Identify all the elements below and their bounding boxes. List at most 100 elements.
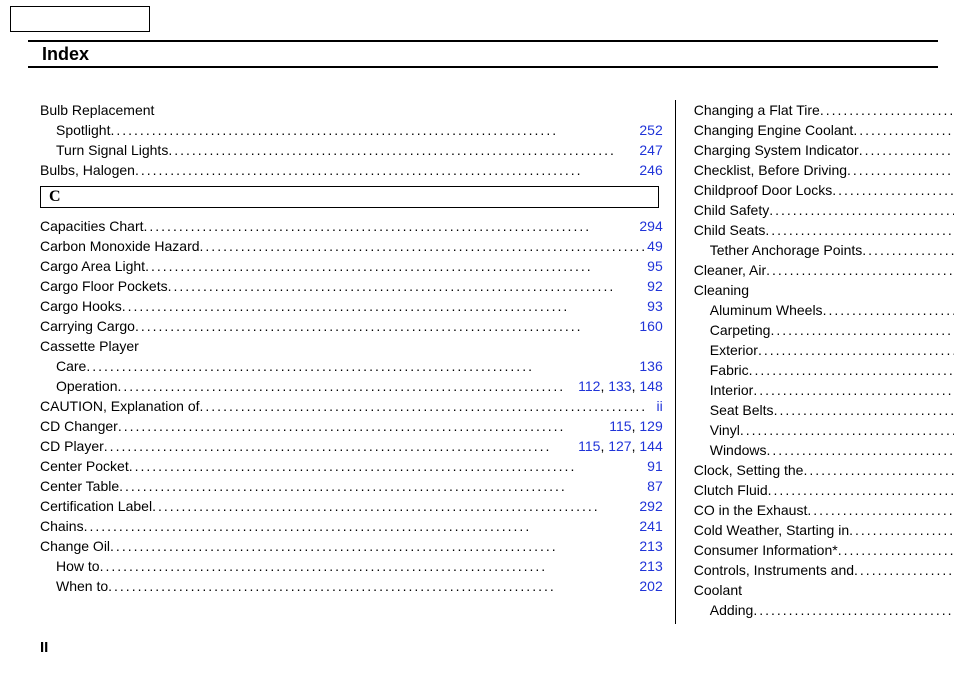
index-entry: Cargo Floor Pockets 92 <box>40 276 663 296</box>
index-entry: Cargo Area Light 95 <box>40 256 663 276</box>
index-entry-label: Center Pocket <box>40 456 129 476</box>
index-entry: CO in the Exhaust300 <box>694 500 954 520</box>
index-entry: Certification Label 292 <box>40 496 663 516</box>
leader-dots <box>807 500 954 520</box>
page-link[interactable]: 133 <box>608 378 631 394</box>
page-link[interactable]: 115 <box>609 418 631 434</box>
page-link[interactable]: 87 <box>647 478 663 494</box>
page-link[interactable]: 294 <box>639 218 662 234</box>
title-bar: Index <box>28 40 938 68</box>
index-subentry: Adding215 <box>694 600 954 620</box>
leader-dots <box>765 220 954 240</box>
leader-dots <box>118 416 609 436</box>
index-entry: Charging System Indicator54, 282 <box>694 140 954 160</box>
page-link[interactable]: ii <box>657 398 663 414</box>
index-entry-label: Adding <box>710 600 754 620</box>
index-entry-label: Seat Belts <box>710 400 774 420</box>
page-link[interactable]: 95 <box>647 258 663 274</box>
index-entry-label: Consumer Information* <box>694 540 838 560</box>
index-entry-label: Carrying Cargo <box>40 316 135 336</box>
leader-dots <box>740 420 954 440</box>
leader-dots <box>753 600 954 620</box>
index-entry-pages: 294 <box>639 216 662 236</box>
index-entry-label: Center Table <box>40 476 119 496</box>
page-link[interactable]: 213 <box>639 558 662 574</box>
index-entry-label: When to <box>56 576 108 596</box>
page-link[interactable]: 241 <box>639 518 662 534</box>
index-entry-pages: 112, 133, 148 <box>578 376 663 396</box>
page-link[interactable]: 93 <box>647 298 663 314</box>
page-link[interactable]: 136 <box>639 358 662 374</box>
index-columns: Bulb ReplacementSpotlight252Turn Signal … <box>40 100 938 624</box>
leader-dots <box>770 320 954 340</box>
page-link[interactable]: 91 <box>647 458 663 474</box>
index-entry: CD Player115, 127, 144 <box>40 436 663 456</box>
page-link[interactable]: 144 <box>639 438 662 454</box>
leader-dots <box>849 520 954 540</box>
index-entry-label: Changing Engine Coolant <box>694 120 854 140</box>
index-entry-pages: 241 <box>639 516 662 536</box>
index-entry: Center Table 87 <box>40 476 663 496</box>
index-entry-label: Change Oil <box>40 536 110 556</box>
page-link[interactable]: 292 <box>639 498 662 514</box>
index-entry: CD Changer 115, 129 <box>40 416 663 436</box>
page-link[interactable]: 252 <box>639 122 662 138</box>
index-entry: Capacities Chart294 <box>40 216 663 236</box>
index-entry-label: CAUTION, Explanation of <box>40 396 200 416</box>
leader-dots <box>86 356 639 376</box>
index-subentry: Windows260 <box>694 440 954 460</box>
page-link[interactable]: 213 <box>639 538 662 554</box>
index-heading: Cassette Player <box>40 336 663 356</box>
header-tab <box>10 6 150 32</box>
leader-dots <box>838 540 954 560</box>
index-entry: Cold Weather, Starting in167 <box>694 520 954 540</box>
page-link[interactable]: 246 <box>639 162 662 178</box>
index-entry-label: Charging System Indicator <box>694 140 859 160</box>
index-entry: Change Oil 213 <box>40 536 663 556</box>
leader-dots <box>758 340 954 360</box>
page-number: II <box>40 639 48 656</box>
leader-dots <box>119 476 647 496</box>
index-entry-label: How to <box>56 556 100 576</box>
index-entry-label: Cargo Floor Pockets <box>40 276 168 296</box>
leader-dots <box>820 100 954 120</box>
page-link[interactable]: 127 <box>608 438 631 454</box>
index-entry-label: Turn Signal Lights <box>56 140 168 160</box>
page-link[interactable]: 160 <box>639 318 662 334</box>
index-entry-pages: 213 <box>639 556 662 576</box>
index-entry: Consumer Information*306 <box>694 540 954 560</box>
index-entry: Clutch Fluid224 <box>694 480 954 500</box>
index-entry-label: Cargo Area Light <box>40 256 145 276</box>
index-entry-label: Changing a Flat Tire <box>694 100 820 120</box>
index-entry-label: Checklist, Before Driving <box>694 160 847 180</box>
index-entry-label: Certification Label <box>40 496 152 516</box>
index-subentry: Exterior256 <box>694 340 954 360</box>
page-link[interactable]: 49 <box>647 238 663 254</box>
index-entry: Child Seats21 <box>694 220 954 240</box>
index-entry-label: Child Seats <box>694 220 766 240</box>
index-entry-label: Clutch Fluid <box>694 480 768 500</box>
index-entry-label: Clock, Setting the <box>694 460 804 480</box>
leader-dots <box>122 296 647 316</box>
index-entry-label: Childproof Door Locks <box>694 180 833 200</box>
page-link[interactable]: 202 <box>639 578 662 594</box>
index-entry-pages: 87 <box>647 476 663 496</box>
page-link[interactable]: 112 <box>578 378 600 394</box>
leader-dots <box>847 160 954 180</box>
index-entry-label: CD Changer <box>40 416 118 436</box>
index-entry-label: Fabric <box>710 360 749 380</box>
page-link[interactable]: 115 <box>578 438 600 454</box>
index-letter-box: C <box>40 186 659 208</box>
index-entry-pages: 115, 129 <box>609 416 662 436</box>
leader-dots <box>200 236 648 256</box>
leader-dots <box>854 560 954 580</box>
leader-dots <box>135 160 639 180</box>
page-link[interactable]: 148 <box>639 378 662 394</box>
index-entry-label: Cold Weather, Starting in <box>694 520 849 540</box>
index-entry: Carrying Cargo 160 <box>40 316 663 336</box>
index-entry: Changing Engine Coolant217 <box>694 120 954 140</box>
page-link[interactable]: 129 <box>639 418 662 434</box>
index-entry: Child Safety21 <box>694 200 954 220</box>
page-link[interactable]: 247 <box>639 142 662 158</box>
page-link[interactable]: 92 <box>647 278 663 294</box>
